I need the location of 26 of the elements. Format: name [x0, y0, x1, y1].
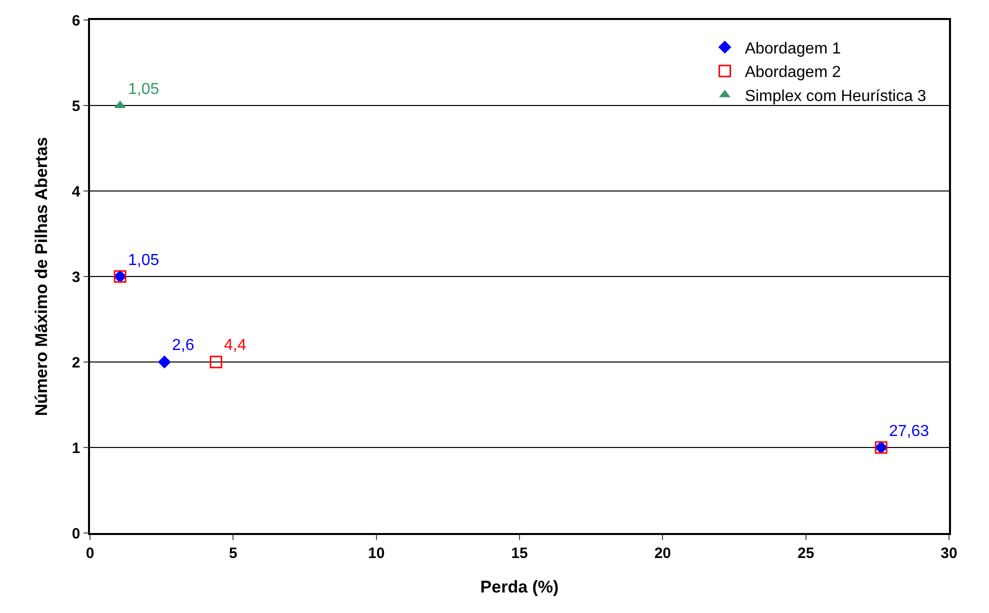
annotation: 2,6	[172, 337, 194, 354]
x-tick-label: 15	[511, 544, 528, 562]
annotation: 1,05	[128, 252, 160, 269]
legend-label: Simplex com Heurística 3	[744, 88, 926, 105]
y-tick-label: 3	[72, 268, 80, 286]
x-axis-title: Perda (%)	[480, 578, 559, 597]
y-tick-label: 4	[72, 183, 81, 200]
x-tick-label: 20	[654, 544, 672, 562]
annotation: 27,63	[889, 423, 930, 440]
y-tick-label: 6	[72, 12, 80, 30]
y-tick-label: 2	[72, 354, 80, 372]
y-tick-label: 5	[72, 98, 80, 115]
point	[210, 356, 222, 368]
annotation: 4,4	[224, 337, 246, 354]
legend-label: Abordagem 1	[744, 40, 841, 58]
x-tick-label: 0	[86, 544, 94, 562]
point	[158, 356, 171, 368]
y-tick-label: 0	[72, 525, 80, 542]
y-axis-title: Número Máximo de Pilhas Abertas	[32, 136, 51, 416]
x-tick-label: 30	[940, 544, 958, 562]
y-tick-label: 1	[72, 440, 80, 457]
x-tick-label: 25	[797, 544, 814, 562]
x-tick-label: 10	[368, 544, 385, 562]
legend-label: Abordagem 2	[744, 64, 841, 82]
annotation: 1,05	[128, 81, 160, 98]
x-tick-label: 5	[229, 544, 238, 562]
